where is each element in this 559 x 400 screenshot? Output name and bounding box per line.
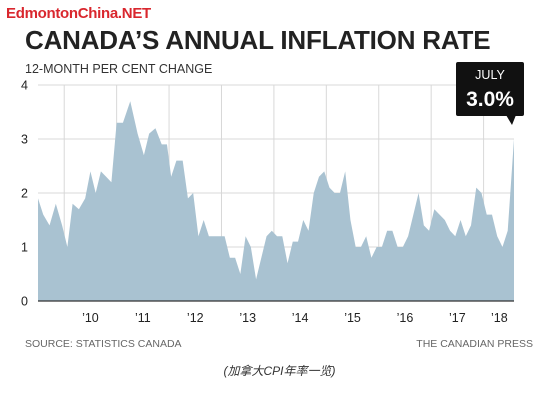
x-tick-label: ’16 xyxy=(397,311,414,325)
x-axis: ’10 ’11 ’12 ’13 ’14 ’15 ’16 ’17 ’18 xyxy=(38,300,514,325)
y-tick-label: 4 xyxy=(21,79,28,93)
x-tick-label: ’13 xyxy=(239,311,256,325)
callout-label: JULY xyxy=(475,68,505,82)
y-tick-label: 3 xyxy=(21,133,28,147)
source-note: SOURCE: STATISTICS CANADA xyxy=(25,338,182,350)
y-tick-label: 1 xyxy=(21,241,28,255)
callout-value: 3.0% xyxy=(466,88,514,111)
x-tick-label: ’10 xyxy=(82,311,99,325)
x-tick-label: ’18 xyxy=(491,311,508,325)
chart-title: CANADA’S ANNUAL INFLATION RATE xyxy=(25,25,491,55)
july-callout: JULY 3.0% xyxy=(456,62,524,125)
x-tick-label: ’14 xyxy=(292,311,309,325)
area-layer xyxy=(38,101,514,301)
x-tick-label: ’17 xyxy=(449,311,466,325)
x-tick-label: ’12 xyxy=(187,311,204,325)
y-tick-label: 2 xyxy=(21,187,28,201)
chart-subtitle: 12-MONTH PER CENT CHANGE xyxy=(25,62,213,76)
credit-note: THE CANADIAN PRESS xyxy=(416,338,533,350)
x-tick-label: ’15 xyxy=(344,311,361,325)
watermark-logo: EdmontonChina.NET xyxy=(6,5,151,22)
inflation-area xyxy=(38,101,514,301)
y-axis: 0 1 2 3 4 xyxy=(21,79,28,309)
callout-box xyxy=(456,62,524,116)
y-tick-label: 0 xyxy=(21,295,28,309)
image-caption: (加拿大CPI年率一览) xyxy=(223,364,336,378)
x-tick-label: ’11 xyxy=(135,311,151,325)
callout-pointer xyxy=(506,115,516,125)
